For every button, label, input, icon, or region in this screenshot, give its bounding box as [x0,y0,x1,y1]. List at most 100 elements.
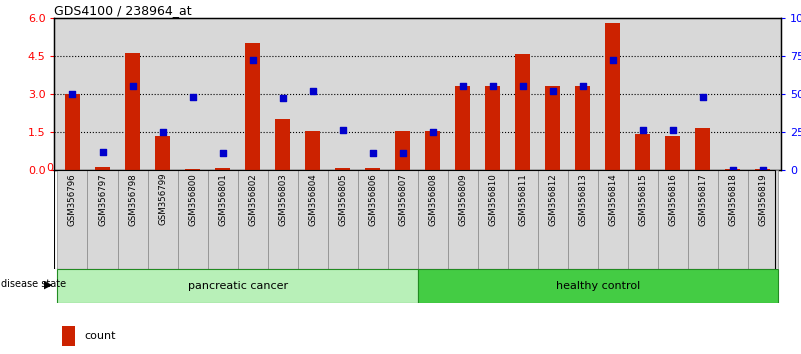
Bar [62,326,75,346]
Bar [65,94,80,170]
Bar [95,167,110,170]
Bar [268,170,298,269]
Bar [58,269,418,303]
Point [276,96,289,101]
Point [186,94,199,100]
Text: GSM356813: GSM356813 [578,173,587,225]
Point [546,88,559,93]
Text: healthy control: healthy control [556,281,640,291]
Bar [477,170,508,269]
Bar [425,131,441,170]
Point [606,57,619,63]
Point [666,127,679,133]
Text: GSM356819: GSM356819 [759,173,767,225]
Point [757,167,770,173]
Text: GSM356801: GSM356801 [218,173,227,225]
Point [577,83,590,89]
Text: GSM356804: GSM356804 [308,173,317,225]
Bar [207,170,238,269]
Point [366,150,379,156]
Bar [748,170,778,269]
Text: disease state: disease state [1,279,66,289]
Point [396,150,409,156]
Bar [388,170,418,269]
Text: pancreatic cancer: pancreatic cancer [187,281,288,291]
Point [336,127,349,133]
Text: GSM356811: GSM356811 [518,173,527,225]
Point [727,167,739,173]
Text: GSM356800: GSM356800 [188,173,197,225]
Bar [245,43,260,170]
Text: GSM356803: GSM356803 [278,173,287,225]
Bar [658,170,688,269]
Bar [147,170,178,269]
Point [637,127,650,133]
Text: GSM356809: GSM356809 [458,173,467,225]
Text: GSM356802: GSM356802 [248,173,257,225]
Text: GSM356816: GSM356816 [668,173,678,225]
Text: GSM356806: GSM356806 [368,173,377,225]
Bar [688,170,718,269]
Point [426,129,439,135]
Point [156,129,169,135]
Text: GSM356810: GSM356810 [489,173,497,225]
Point [697,94,710,100]
Bar [537,170,568,269]
Text: GSM356797: GSM356797 [98,173,107,225]
Text: GSM356818: GSM356818 [728,173,738,225]
Bar [125,53,140,170]
Text: GSM356798: GSM356798 [128,173,137,225]
Text: GSM356808: GSM356808 [429,173,437,225]
Text: count: count [84,331,115,341]
Bar [515,55,530,170]
Point [457,83,469,89]
Bar [598,170,628,269]
Bar [185,169,200,170]
Text: GSM356805: GSM356805 [338,173,347,225]
Bar [755,169,771,170]
Bar [418,170,448,269]
Bar [275,119,290,170]
Point [96,149,109,154]
Bar [358,170,388,269]
Bar [718,170,748,269]
Point [246,57,259,63]
Text: GSM356807: GSM356807 [398,173,407,225]
Bar [628,170,658,269]
Bar [545,86,561,170]
Bar [298,170,328,269]
Bar [305,131,320,170]
Text: GSM356814: GSM356814 [608,173,618,225]
Bar [418,269,778,303]
Bar [606,23,620,170]
Bar [87,170,118,269]
Bar [448,170,477,269]
Point [126,83,139,89]
Text: GSM356817: GSM356817 [698,173,707,225]
Text: GSM356812: GSM356812 [549,173,557,225]
Text: ▶: ▶ [44,279,53,289]
Bar [328,170,358,269]
Bar [485,86,501,170]
Bar [365,168,380,170]
Bar [575,86,590,170]
Point [216,150,229,156]
Point [486,83,499,89]
Bar [395,131,410,170]
Text: GDS4100 / 238964_at: GDS4100 / 238964_at [54,4,192,17]
Bar [155,136,170,170]
Bar [178,170,207,269]
Bar [568,170,598,269]
Bar [455,86,470,170]
Text: GSM356799: GSM356799 [158,173,167,225]
Bar [118,170,147,269]
Text: 0: 0 [46,163,53,173]
Text: GSM356796: GSM356796 [68,173,77,225]
Bar [58,170,87,269]
Bar [666,136,680,170]
Point [66,91,78,97]
Bar [635,135,650,170]
Bar [695,128,710,170]
Bar [238,170,268,269]
Text: GSM356815: GSM356815 [638,173,647,225]
